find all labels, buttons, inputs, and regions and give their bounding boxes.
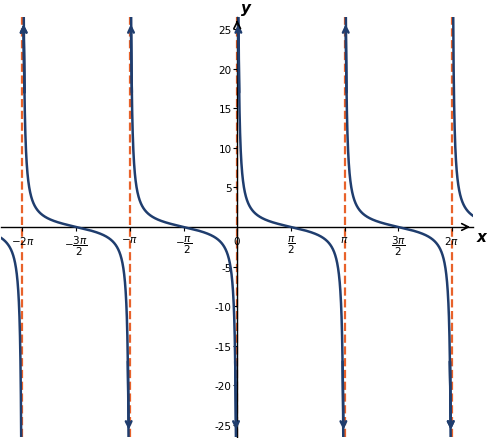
Text: y: y	[241, 1, 251, 16]
Text: x: x	[476, 230, 487, 244]
